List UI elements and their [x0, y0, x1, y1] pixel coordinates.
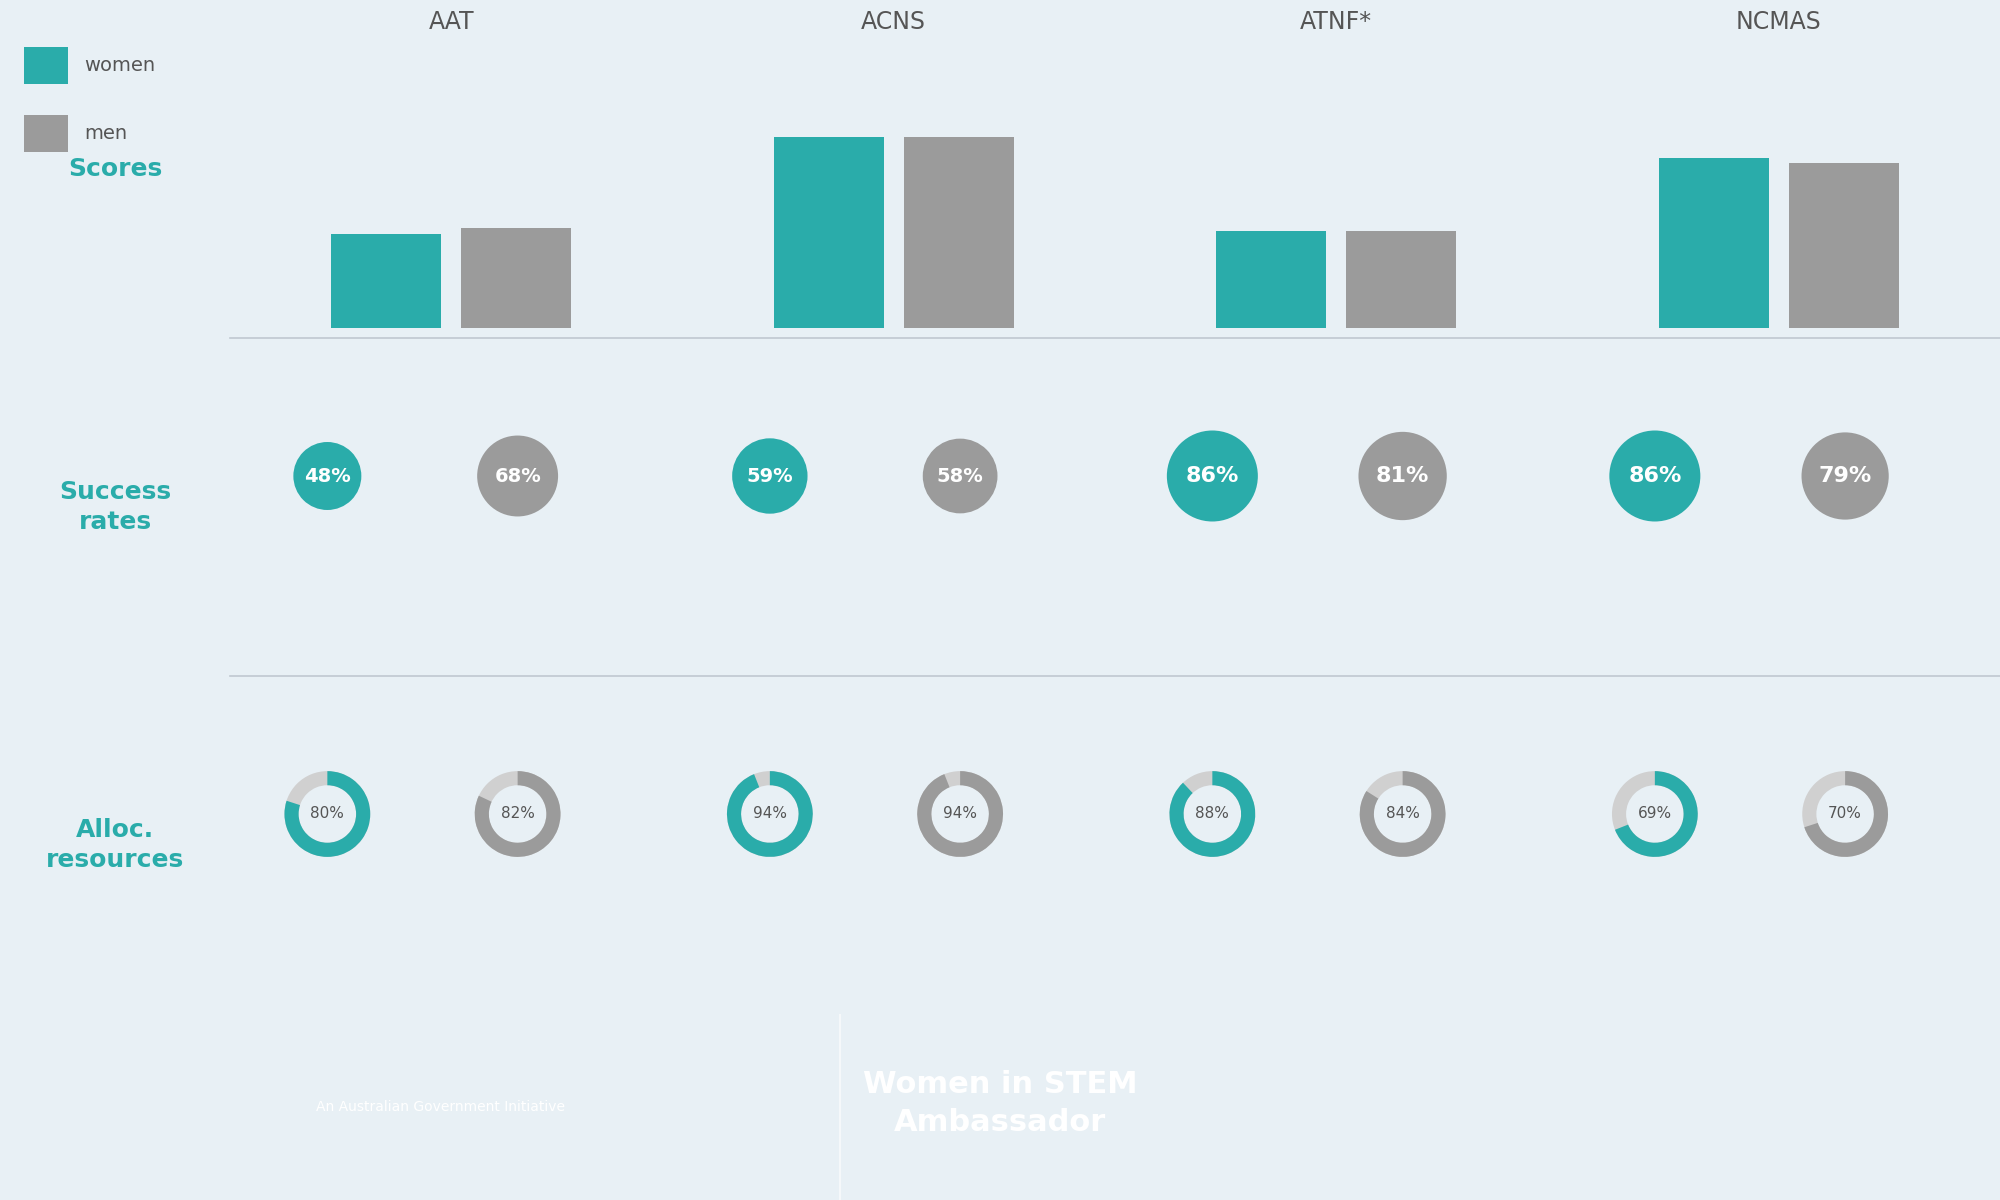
Wedge shape	[1802, 772, 1888, 857]
Wedge shape	[726, 772, 812, 857]
Wedge shape	[918, 772, 1004, 857]
Text: 82%: 82%	[500, 806, 534, 822]
FancyBboxPatch shape	[1788, 163, 1898, 328]
Text: 3.7: 3.7	[1252, 293, 1290, 313]
Wedge shape	[284, 772, 370, 857]
Text: 84%: 84%	[1386, 806, 1420, 822]
Wedge shape	[1170, 772, 1256, 857]
Circle shape	[1610, 431, 1700, 522]
Text: 68%: 68%	[494, 467, 540, 486]
Text: ATNF*: ATNF*	[1300, 10, 1372, 34]
FancyBboxPatch shape	[462, 228, 572, 328]
Text: 69%: 69%	[1638, 806, 1672, 822]
Text: Alloc.
resources: Alloc. resources	[46, 818, 184, 872]
Wedge shape	[474, 772, 560, 857]
Wedge shape	[1614, 772, 1698, 857]
Text: 6.3: 6.3	[1826, 293, 1862, 313]
Wedge shape	[1804, 772, 1888, 857]
Text: 7.3: 7.3	[810, 293, 848, 313]
Text: 6.5: 6.5	[1696, 293, 1732, 313]
Circle shape	[1166, 431, 1258, 522]
Text: 94%: 94%	[752, 806, 786, 822]
Text: Scores: Scores	[68, 157, 162, 181]
Text: 3.6: 3.6	[368, 293, 404, 313]
Wedge shape	[1612, 772, 1698, 857]
Text: 79%: 79%	[1818, 466, 1872, 486]
Text: 7.3: 7.3	[940, 293, 978, 313]
Text: 80%: 80%	[310, 806, 344, 822]
Wedge shape	[284, 772, 370, 857]
Text: An Australian Government Initiative: An Australian Government Initiative	[316, 1100, 564, 1114]
Circle shape	[1358, 432, 1446, 520]
FancyBboxPatch shape	[1216, 230, 1326, 328]
Text: men: men	[84, 124, 128, 143]
Text: 86%: 86%	[1628, 466, 1682, 486]
Text: NCMAS: NCMAS	[1736, 10, 1822, 34]
Wedge shape	[474, 772, 560, 857]
Text: Women in STEM
Ambassador: Women in STEM Ambassador	[862, 1069, 1138, 1136]
Text: 58%: 58%	[936, 467, 984, 486]
Text: 59%: 59%	[746, 467, 794, 486]
Text: 88%: 88%	[1196, 806, 1230, 822]
Circle shape	[478, 436, 558, 516]
Text: 94%: 94%	[944, 806, 978, 822]
FancyBboxPatch shape	[904, 137, 1014, 328]
Wedge shape	[918, 772, 1004, 857]
FancyBboxPatch shape	[332, 234, 442, 328]
Text: 70%: 70%	[1828, 806, 1862, 822]
FancyBboxPatch shape	[1658, 157, 1768, 328]
Wedge shape	[1360, 772, 1446, 857]
FancyBboxPatch shape	[24, 47, 68, 84]
Text: ACNS: ACNS	[862, 10, 926, 34]
Wedge shape	[1360, 772, 1446, 857]
Circle shape	[294, 442, 362, 510]
Wedge shape	[1170, 772, 1256, 857]
Circle shape	[922, 439, 998, 514]
Text: 81%: 81%	[1376, 466, 1430, 486]
Text: 3.8: 3.8	[498, 293, 534, 313]
FancyBboxPatch shape	[774, 137, 884, 328]
FancyBboxPatch shape	[24, 115, 68, 152]
Text: 3.7: 3.7	[1382, 293, 1420, 313]
Text: AAT: AAT	[428, 10, 474, 34]
Text: 86%: 86%	[1186, 466, 1240, 486]
Text: women: women	[84, 56, 156, 76]
Wedge shape	[726, 772, 812, 857]
FancyBboxPatch shape	[1346, 230, 1456, 328]
Text: 48%: 48%	[304, 467, 350, 486]
Text: Success
rates: Success rates	[58, 480, 172, 534]
Circle shape	[1802, 432, 1888, 520]
Circle shape	[732, 438, 808, 514]
